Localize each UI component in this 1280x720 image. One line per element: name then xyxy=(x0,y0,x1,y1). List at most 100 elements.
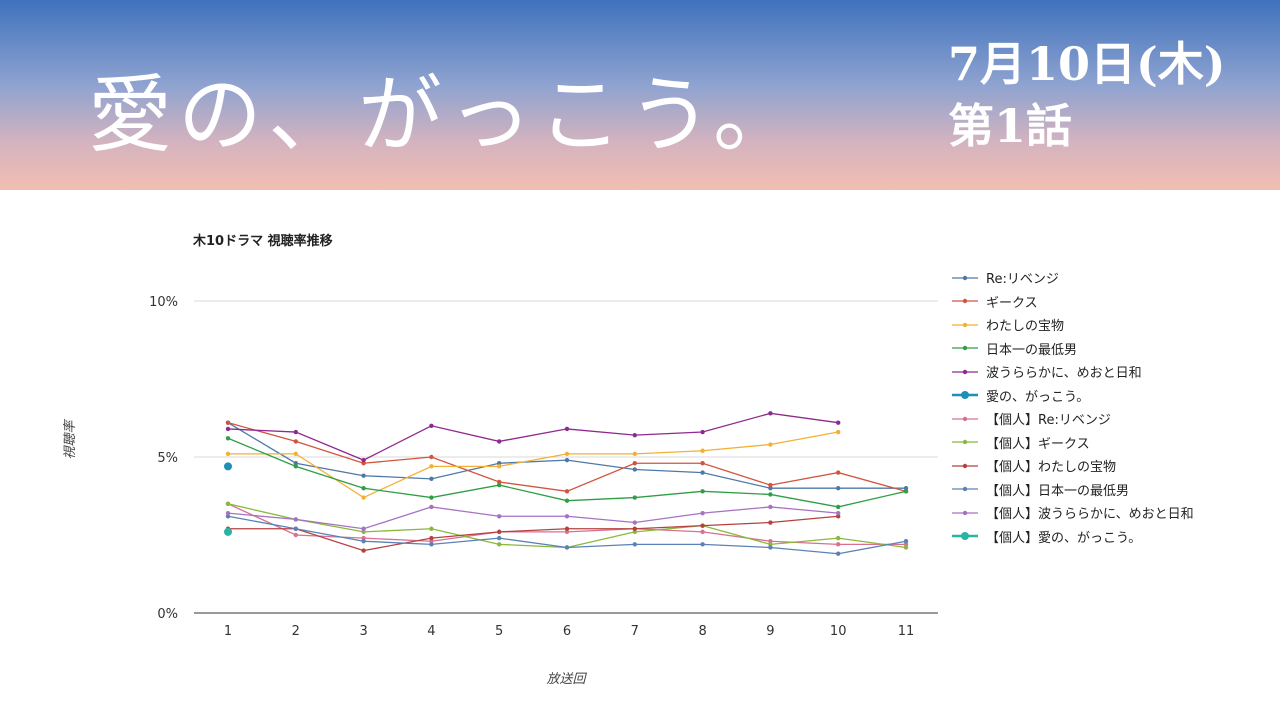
legend-item[interactable]: 【個人】愛の、がっこう。 xyxy=(952,525,1272,549)
legend-swatch-dot xyxy=(961,532,969,541)
series-line xyxy=(227,412,839,461)
data-point xyxy=(903,486,909,491)
data-point xyxy=(768,539,773,544)
data-point xyxy=(836,535,841,541)
data-point xyxy=(429,535,434,541)
data-point xyxy=(293,439,298,444)
legend-swatch xyxy=(952,463,978,468)
data-point xyxy=(700,429,705,435)
legend-item[interactable]: 【個人】わたしの宝物 xyxy=(952,454,1272,478)
data-point xyxy=(225,514,231,519)
legend-item[interactable]: 【個人】日本一の最低男 xyxy=(952,478,1272,502)
x-tick-label: 7 xyxy=(631,624,639,639)
legend-swatch-dot xyxy=(961,391,969,400)
legend-label: 【個人】Re:リベンジ xyxy=(986,413,1111,429)
data-point xyxy=(564,545,570,550)
legend-swatch xyxy=(952,322,978,327)
legend-item[interactable]: わたしの宝物 xyxy=(952,313,1272,337)
data-point xyxy=(361,457,366,463)
data-point xyxy=(497,529,502,535)
data-point xyxy=(836,429,841,435)
data-point xyxy=(225,501,231,506)
legend-label: 日本一の最低男 xyxy=(986,342,1078,358)
data-point xyxy=(293,517,298,522)
legend-item[interactable]: 愛の、がっこう。 xyxy=(952,384,1272,408)
legend-label: 愛の、がっこう。 xyxy=(986,389,1090,405)
data-point xyxy=(768,482,773,488)
legend-item[interactable]: 【個人】ギークス xyxy=(952,431,1272,455)
legend-swatch-dot xyxy=(962,322,968,327)
data-point xyxy=(632,432,637,438)
data-point xyxy=(225,420,231,425)
x-axis-title: 放送回 xyxy=(546,672,587,687)
chart-title: 木10ドラマ 視聴率推移 xyxy=(193,234,333,249)
legend-item[interactable]: ギークス xyxy=(952,290,1272,314)
data-point xyxy=(497,439,502,444)
y-tick-label: 10% xyxy=(149,295,178,310)
x-tick-label: 8 xyxy=(698,624,706,639)
data-point xyxy=(632,520,637,525)
chart-legend: Re:リベンジ ギークスわたしの宝物 日本一の最低男波うららかに、めおと日和 愛の、が… xyxy=(952,266,1272,548)
data-point xyxy=(564,457,570,463)
data-point xyxy=(361,535,366,541)
x-tick-label: 1 xyxy=(224,624,232,639)
data-point xyxy=(497,535,502,541)
data-point xyxy=(225,436,231,441)
data-point xyxy=(293,451,298,457)
data-point xyxy=(429,423,434,428)
data-point xyxy=(632,529,637,535)
data-point xyxy=(768,520,773,525)
x-tick-label: 3 xyxy=(359,624,367,639)
episode-number: 第1話 xyxy=(948,99,1073,153)
data-point xyxy=(836,504,841,510)
x-tick-label: 4 xyxy=(427,624,435,639)
data-point xyxy=(225,426,231,432)
series-line xyxy=(228,515,839,552)
series-line xyxy=(228,431,839,499)
data-point xyxy=(564,514,570,519)
data-point xyxy=(293,429,298,435)
x-tick-label: 2 xyxy=(292,624,300,639)
y-axis-title: 視聴率 xyxy=(62,419,78,460)
legend-item[interactable]: 【個人】Re:リベンジ xyxy=(952,407,1272,431)
series-line xyxy=(227,506,839,530)
legend-label: 【個人】波うららかに、めおと日和 xyxy=(986,507,1194,523)
data-point xyxy=(632,451,637,457)
y-tick-label: 0% xyxy=(157,607,178,622)
data-point xyxy=(564,426,570,432)
data-point xyxy=(361,461,366,466)
data-point xyxy=(497,542,502,547)
data-point xyxy=(768,442,773,447)
data-point xyxy=(429,539,434,544)
legend-item[interactable]: 【個人】波うららかに、めおと日和 xyxy=(952,501,1272,525)
legend-swatch-dot xyxy=(962,275,968,280)
data-point xyxy=(497,482,502,488)
data-point xyxy=(564,489,570,494)
data-point xyxy=(836,510,841,516)
data-point xyxy=(700,470,705,475)
data-point xyxy=(903,542,909,547)
data-point xyxy=(224,462,232,471)
legend-item[interactable]: Re:リベンジ xyxy=(952,266,1272,290)
legend-label: わたしの宝物 xyxy=(986,319,1065,335)
legend-swatch-dot xyxy=(962,487,968,492)
data-point xyxy=(903,489,909,494)
data-point xyxy=(700,523,705,528)
data-point xyxy=(768,486,773,491)
data-point xyxy=(361,486,366,491)
data-point xyxy=(361,548,366,553)
legend-swatch-dot xyxy=(962,369,968,374)
series-line xyxy=(227,437,907,508)
show-title: 愛の、がっこう。 xyxy=(88,66,803,164)
legend-label: 【個人】愛の、がっこう。 xyxy=(986,530,1142,546)
legend-item[interactable]: 波うららかに、めおと日和 xyxy=(952,360,1272,384)
data-point xyxy=(429,504,434,510)
data-point xyxy=(429,495,434,500)
data-point xyxy=(768,542,773,547)
legend-swatch xyxy=(952,346,978,351)
data-point xyxy=(564,529,570,535)
data-point xyxy=(836,551,841,556)
legend-label: 波うららかに、めおと日和 xyxy=(986,366,1142,382)
legend-item[interactable]: 日本一の最低男 xyxy=(952,337,1272,361)
